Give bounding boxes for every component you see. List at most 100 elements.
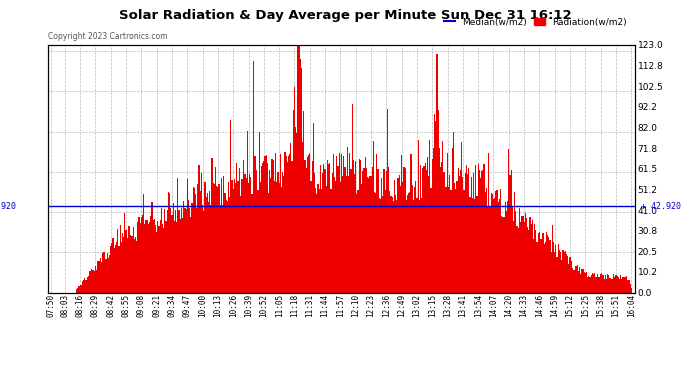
Bar — [166, 221, 167, 292]
Bar — [137, 222, 139, 292]
Bar — [427, 157, 428, 292]
Bar — [214, 184, 215, 292]
Bar — [326, 186, 327, 292]
Bar — [281, 187, 282, 292]
Bar — [594, 273, 595, 292]
Bar — [567, 256, 569, 292]
Bar — [264, 156, 266, 292]
Bar — [434, 114, 435, 292]
Bar — [169, 193, 170, 292]
Bar — [97, 261, 99, 292]
Bar — [412, 185, 413, 292]
Bar — [599, 277, 600, 292]
Bar — [600, 274, 601, 292]
Bar — [143, 194, 144, 292]
Bar — [221, 178, 222, 292]
Bar — [469, 197, 471, 292]
Bar — [250, 177, 251, 292]
Bar — [460, 170, 461, 292]
Bar — [387, 109, 388, 292]
Bar — [234, 178, 235, 292]
Bar — [597, 274, 598, 292]
Bar — [262, 163, 263, 292]
Bar — [446, 188, 447, 292]
Bar — [453, 132, 454, 292]
Bar — [257, 190, 259, 292]
Bar — [134, 238, 135, 292]
Bar — [538, 233, 539, 292]
Bar — [307, 157, 308, 292]
Bar — [362, 171, 364, 292]
Bar — [348, 176, 349, 292]
Bar — [186, 209, 187, 292]
Bar — [237, 181, 239, 292]
Bar — [306, 168, 307, 292]
Bar — [270, 178, 271, 292]
Bar — [361, 184, 362, 292]
Bar — [114, 248, 115, 292]
Bar — [117, 229, 119, 292]
Bar — [629, 284, 631, 292]
Bar — [436, 54, 437, 292]
Bar — [554, 252, 555, 292]
Bar — [562, 251, 564, 292]
Bar — [151, 202, 152, 292]
Bar — [193, 187, 194, 292]
Bar — [223, 176, 224, 292]
Bar — [129, 226, 130, 292]
Bar — [432, 159, 433, 292]
Bar — [461, 142, 462, 292]
Bar — [94, 271, 95, 292]
Bar — [415, 181, 416, 292]
Bar — [622, 277, 624, 292]
Bar — [246, 178, 247, 292]
Bar — [509, 176, 511, 292]
Bar — [411, 154, 412, 292]
Bar — [167, 210, 168, 292]
Bar — [206, 197, 207, 292]
Bar — [244, 174, 246, 292]
Bar — [321, 189, 322, 292]
Bar — [324, 170, 326, 292]
Bar — [440, 167, 441, 292]
Bar — [381, 178, 382, 292]
Legend: Median(w/m2), Radiation(w/m2): Median(w/m2), Radiation(w/m2) — [440, 14, 630, 30]
Bar — [296, 133, 297, 292]
Bar — [341, 154, 342, 292]
Bar — [444, 187, 446, 292]
Bar — [571, 261, 572, 292]
Bar — [256, 171, 257, 292]
Bar — [486, 188, 487, 292]
Bar — [451, 190, 452, 292]
Bar — [389, 190, 391, 292]
Bar — [106, 254, 108, 292]
Bar — [492, 194, 493, 292]
Bar — [578, 271, 579, 292]
Bar — [334, 177, 335, 292]
Bar — [191, 203, 193, 292]
Bar — [615, 276, 617, 292]
Bar — [247, 131, 248, 292]
Bar — [524, 213, 526, 292]
Bar — [441, 162, 442, 292]
Bar — [497, 202, 499, 292]
Bar — [211, 158, 213, 292]
Bar — [359, 160, 361, 292]
Bar — [572, 268, 573, 292]
Bar — [121, 242, 122, 292]
Bar — [437, 110, 439, 292]
Bar — [328, 164, 329, 292]
Bar — [295, 127, 296, 292]
Bar — [188, 200, 189, 292]
Bar — [227, 201, 228, 292]
Bar — [468, 168, 469, 292]
Bar — [536, 242, 538, 292]
Bar — [475, 165, 476, 292]
Text: + 42.920: + 42.920 — [641, 202, 680, 211]
Bar — [553, 242, 554, 292]
Bar — [254, 156, 255, 292]
Bar — [95, 266, 96, 292]
Bar — [371, 176, 372, 292]
Bar — [558, 244, 559, 292]
Bar — [435, 121, 436, 292]
